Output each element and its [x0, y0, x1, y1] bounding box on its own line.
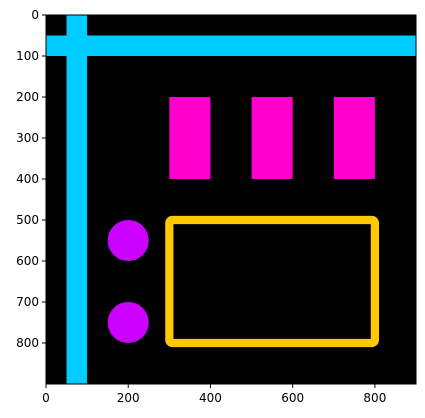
shapes-layer	[46, 15, 416, 384]
x-tick-label: 600	[281, 391, 304, 405]
magenta-rect-2	[251, 97, 293, 179]
y-tick-label: 500	[16, 213, 39, 227]
y-tick-label: 300	[16, 131, 39, 145]
x-axis: 0 200 400 600 800	[42, 384, 386, 405]
x-tick-label: 800	[363, 391, 386, 405]
y-tick-label: 600	[16, 254, 39, 268]
x-tick-label: 200	[117, 391, 140, 405]
cyan-vertical-band	[66, 15, 88, 384]
purple-circle-2	[107, 302, 149, 343]
y-tick-label: 700	[16, 295, 39, 309]
y-axis: 0 100 200 300 400 500 600 700 800	[16, 8, 46, 350]
purple-circle-1	[107, 220, 149, 261]
x-tick-label: 0	[42, 391, 50, 405]
x-tick-label: 400	[199, 391, 222, 405]
y-tick-label: 200	[16, 90, 39, 104]
plot-background	[46, 15, 416, 384]
magenta-rect-1	[169, 97, 211, 179]
cyan-horizontal-band	[46, 35, 416, 56]
axes-frame	[45, 14, 417, 385]
y-tick-label: 0	[31, 8, 39, 22]
magenta-rect-3	[333, 97, 375, 179]
y-tick-label: 400	[16, 172, 39, 186]
y-tick-label: 100	[16, 49, 39, 63]
y-tick-label: 800	[16, 336, 39, 350]
yellow-outline-rect	[165, 215, 379, 348]
